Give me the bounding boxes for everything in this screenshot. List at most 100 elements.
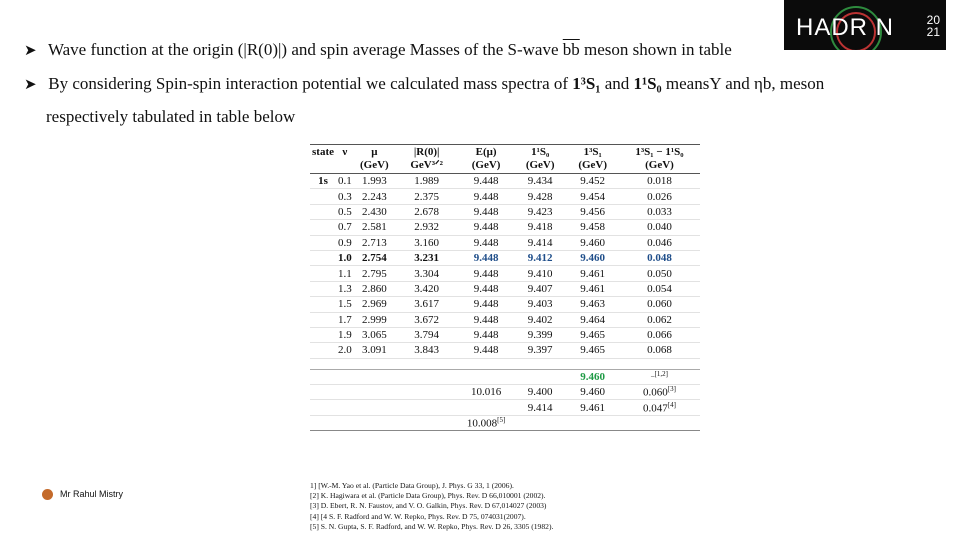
state-1s0: 1¹S₀	[633, 74, 662, 93]
table-cell: 0.3	[336, 188, 354, 205]
table-cell: 0.050	[618, 265, 700, 282]
table-cell: 9.410	[513, 265, 567, 282]
table-cell: 0.026	[618, 188, 700, 205]
table-cell	[310, 281, 336, 298]
table-cell: 9.414	[513, 235, 567, 251]
hadron-logo: HADR N 20 21	[784, 0, 946, 50]
table-cell: 9.448	[458, 250, 514, 267]
table-cell: 1.0	[336, 250, 354, 267]
table-cell: 0.068	[618, 342, 700, 359]
table-body: 1s 0.1 1.993 1.989 9.448 9.434 9.452 0.018 0.3 2.…	[310, 173, 700, 359]
logo-ring	[830, 6, 882, 50]
reference-rows: 9.460 _[1,2] 10.016 9.400 9.460 0.060[3]…	[310, 358, 700, 432]
bullet-2-continuation: respectively tabulated in table below	[46, 107, 296, 126]
logo-text: HADR N	[796, 14, 895, 41]
table-cell: 9.407	[513, 281, 567, 298]
reference-item: 1] [W.-M. Yao et al. (Particle Data Grou…	[310, 481, 514, 490]
table-cell: 9.400	[513, 384, 567, 401]
table-cell: 0.1	[336, 173, 354, 190]
table-cell: 9.418	[513, 219, 567, 236]
table-cell	[310, 204, 336, 221]
table-cell: 0.5	[336, 204, 354, 221]
table-cell: 2.713	[353, 235, 395, 251]
table-cell: 1s	[310, 173, 336, 190]
table-cell: 9.456	[566, 204, 619, 221]
table-cell: 1.993	[353, 173, 395, 190]
bb-symbol: bb	[562, 40, 580, 59]
table-cell	[310, 235, 336, 251]
table-cell: 0.7	[336, 219, 354, 236]
table-cell: 0.060	[618, 296, 700, 313]
table-cell: 0.048	[618, 250, 700, 267]
table-cell: 2.860	[353, 281, 395, 298]
table-cell: 0.066	[618, 327, 700, 344]
table-header-row: state ν μ (GeV) |R(0)| GeV³ᐟ² E(μ) (GeV)…	[310, 144, 700, 174]
table-cell: 3.160	[394, 235, 459, 251]
table-cell: 2.969	[353, 296, 395, 313]
table-cell: 0.018	[618, 173, 700, 190]
bullet-2-and: and	[600, 74, 634, 93]
table-cell: 0.033	[618, 204, 700, 221]
table-cell	[310, 250, 336, 267]
table-cell: 2.0	[336, 342, 354, 359]
references: 1] [W.-M. Yao et al. (Particle Data Grou…	[310, 481, 553, 532]
author-name: Mr Rahul Mistry	[60, 489, 124, 499]
reference-item: [4] [4 S. F. Radford and W. W. Repko, Ph…	[310, 511, 526, 521]
table-cell: 9.412	[513, 250, 567, 267]
arrow-bullet-icon: ➤	[24, 77, 37, 93]
table-cell	[310, 342, 336, 359]
table-cell: 0.054	[618, 281, 700, 298]
table-cell: 1.1	[336, 265, 354, 282]
table-row: 10.008[5]	[310, 415, 700, 432]
table-cell: 9.465	[566, 342, 619, 359]
table-cell: 9.402	[513, 312, 567, 328]
reference-item: [3] D. Ebert, R. N. Faustov, and V. O. G…	[310, 501, 547, 511]
table-cell: 9.460	[566, 235, 619, 251]
col-header: 1³S₁ − 1¹S₀ (GeV)	[618, 144, 700, 174]
logo-year: 20 21	[926, 13, 940, 39]
table-cell: 3.231	[394, 250, 459, 267]
table-cell: 9.452	[566, 173, 619, 190]
state-3s1: 1³S₁	[572, 74, 601, 93]
table-cell: 9.423	[513, 204, 567, 221]
table-cell: 9.403	[513, 296, 567, 313]
table-cell: 9.448	[458, 188, 514, 205]
col-header: state	[310, 144, 336, 174]
col-header: μ (GeV)	[353, 144, 395, 174]
table-cell: 2.678	[394, 204, 459, 221]
table-cell: 9.448	[458, 327, 514, 344]
table-row: 1.1 2.795 3.304 9.448 9.410 9.461 0.050	[310, 265, 700, 282]
table-cell: 3.420	[394, 281, 459, 298]
reference-item: [5] S. N. Gupta, S. F. Radford, and W. W…	[310, 521, 554, 531]
table-cell: 9.448	[458, 265, 514, 282]
table-cell: 2.243	[353, 188, 395, 205]
table-cell: 9.399	[513, 327, 567, 344]
bullet-2-tail: meansΥ and ηb, meson	[661, 74, 825, 93]
table-cell: 2.795	[353, 265, 395, 282]
table-cell: 3.065	[353, 327, 395, 344]
table-cell: 0.047[4]	[618, 399, 700, 416]
col-header: ν	[336, 144, 354, 174]
table-cell: 9.460	[566, 250, 619, 267]
reference-item: [2] K. Hagiwara et al. (Particle Data Gr…	[310, 491, 546, 501]
table-cell: 1.9	[336, 327, 354, 344]
col-header: E(μ) (GeV)	[458, 144, 514, 174]
bullet-1-text: Wave function at the origin (|R(0)|) and…	[47, 40, 563, 59]
table-cell: 3.672	[394, 312, 459, 328]
table-row: 0.5 2.430 2.678 9.448 9.423 9.456 0.033	[310, 204, 700, 221]
table-cell: 9.460	[566, 384, 619, 401]
table-cell	[310, 296, 336, 313]
table-cell: 0.060[3]	[618, 384, 700, 401]
table-row: 1.3 2.860 3.420 9.448 9.407 9.461 0.054	[310, 281, 700, 298]
table-cell: 9.461	[566, 281, 619, 298]
table-cell: 9.448	[458, 342, 514, 359]
table-cell	[310, 312, 336, 328]
author-logo-icon	[42, 489, 53, 500]
table-row: 1.9 3.065 3.794 9.448 9.399 9.465 0.066	[310, 327, 700, 344]
table-cell: 9.461	[566, 399, 619, 416]
table-row: 2.0 3.091 3.843 9.448 9.397 9.465 0.068	[310, 342, 700, 359]
table-cell: 9.458	[566, 219, 619, 236]
table-cell: 3.091	[353, 342, 395, 359]
table-cell: 9.463	[566, 296, 619, 313]
table-cell: 3.617	[394, 296, 459, 313]
